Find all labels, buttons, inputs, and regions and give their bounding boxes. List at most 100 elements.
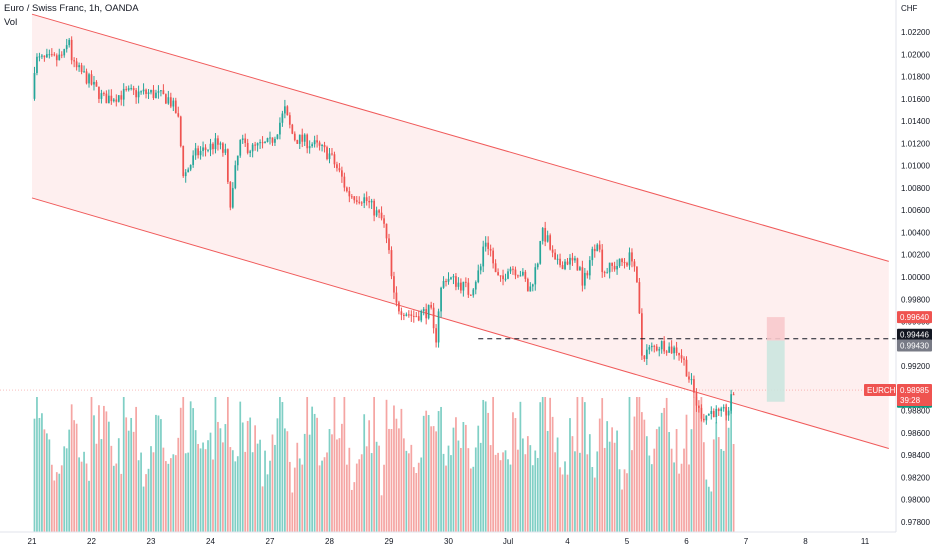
volume-bar xyxy=(507,459,509,532)
candle xyxy=(700,407,703,419)
volume-bar xyxy=(65,448,68,532)
candle xyxy=(437,311,440,343)
volume-bar xyxy=(588,434,591,532)
candle xyxy=(293,133,296,141)
volume-bar xyxy=(655,429,658,532)
candle xyxy=(593,248,596,252)
candle xyxy=(564,261,566,270)
candle xyxy=(670,346,673,354)
price-axis[interactable]: CHF 1.02200 1.02000 1.01800 1.01600 1.01400 1.… xyxy=(864,0,932,550)
volume-bar xyxy=(212,459,214,532)
candle xyxy=(725,407,728,416)
candle xyxy=(638,282,641,314)
candle xyxy=(53,54,56,56)
price-tick-label: 1.01000 xyxy=(901,162,930,171)
volume-bar xyxy=(189,401,192,532)
volume-bar xyxy=(695,397,698,532)
candle xyxy=(333,154,336,165)
volume-bar xyxy=(497,452,499,532)
volume-bar xyxy=(350,489,353,532)
volume-bar xyxy=(311,406,314,532)
time-tick-label: 30 xyxy=(444,537,453,546)
volume-bar xyxy=(41,413,43,532)
volume-bar xyxy=(192,408,195,532)
volume-bar xyxy=(197,443,199,532)
candle xyxy=(259,142,261,144)
volume-bar xyxy=(522,438,524,532)
candle xyxy=(569,257,571,265)
candle xyxy=(616,266,618,270)
volume-bar xyxy=(683,448,685,532)
volume-bar xyxy=(251,452,254,532)
channel-lower-line xyxy=(31,197,889,449)
candle xyxy=(695,392,698,406)
volume-bar xyxy=(499,460,502,532)
volume-bar xyxy=(477,425,480,532)
candle xyxy=(368,201,371,203)
candle xyxy=(343,176,346,188)
candle xyxy=(93,81,95,85)
volume-bar xyxy=(690,429,693,532)
candle xyxy=(313,140,316,145)
candle xyxy=(487,242,490,249)
candle xyxy=(88,74,90,84)
candle xyxy=(105,93,108,104)
candle xyxy=(497,272,499,276)
price-tick-label: 0.98200 xyxy=(901,473,930,482)
candle xyxy=(378,210,380,213)
candle xyxy=(668,346,671,353)
volume-bar xyxy=(187,452,190,532)
candle xyxy=(556,258,559,260)
volume-bar xyxy=(259,439,261,532)
take-profit-zone xyxy=(766,340,785,402)
candle xyxy=(226,149,229,182)
candle xyxy=(326,147,328,160)
volume-bar xyxy=(668,432,671,532)
candle xyxy=(187,169,190,173)
time-tick-label: 24 xyxy=(206,537,215,546)
candle xyxy=(566,261,569,265)
candle xyxy=(271,137,274,143)
candle xyxy=(70,39,73,61)
candle xyxy=(410,314,413,316)
volume-bar xyxy=(60,465,63,532)
volume-bar xyxy=(702,442,705,532)
volume-bar xyxy=(559,467,561,532)
volume-bar xyxy=(98,405,100,532)
volume-bar xyxy=(464,424,467,532)
time-axis[interactable]: 21 22 23 24 27 28 29 30 Jul 4 5 6 7 8 11 xyxy=(0,531,932,550)
candle xyxy=(85,71,88,84)
candle xyxy=(43,55,46,58)
candle xyxy=(539,241,542,264)
volume-bar xyxy=(155,414,157,532)
volume-bar xyxy=(665,397,668,532)
price-axis-bg xyxy=(896,0,932,550)
candle xyxy=(460,282,462,291)
candle xyxy=(398,302,400,312)
volume-bar xyxy=(256,443,259,532)
volume-bar xyxy=(152,452,155,532)
volume-bar xyxy=(68,429,71,532)
volume-bar xyxy=(405,450,408,532)
volume-bar xyxy=(435,431,437,532)
volume-bar xyxy=(504,450,507,532)
volume-bar xyxy=(338,438,341,532)
candle xyxy=(477,270,480,283)
volume-bar xyxy=(616,430,618,532)
candle xyxy=(636,266,638,283)
price-tick-label: 1.00000 xyxy=(901,273,930,282)
volume-bar xyxy=(246,420,249,532)
candle xyxy=(209,143,212,150)
volume-bar xyxy=(502,452,504,532)
volume-bar xyxy=(519,401,522,532)
candle xyxy=(484,242,487,247)
candle xyxy=(581,267,584,286)
candle xyxy=(199,150,202,156)
candle xyxy=(685,359,688,377)
volume-bar xyxy=(685,414,688,532)
candle xyxy=(472,289,475,296)
volume-bar xyxy=(331,434,333,532)
time-tick-label: 29 xyxy=(385,537,394,546)
candle xyxy=(415,316,418,318)
